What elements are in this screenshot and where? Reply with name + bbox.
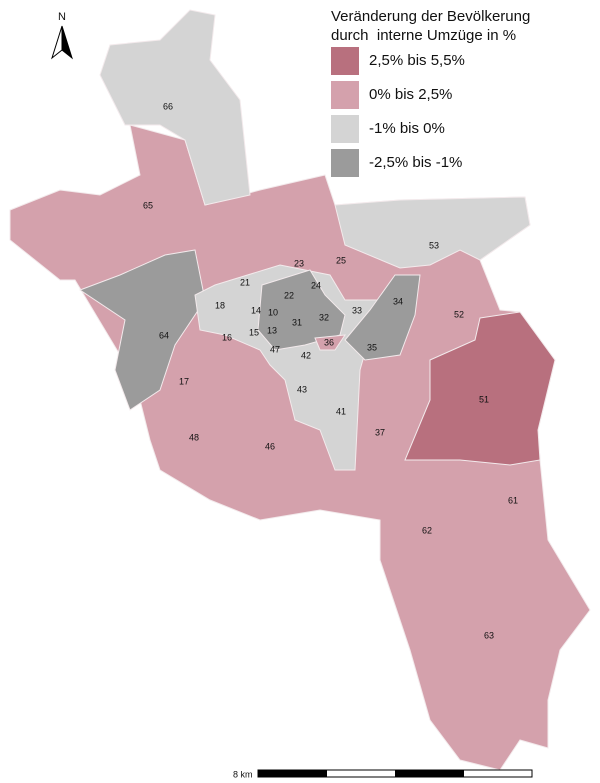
legend-label: 0% bis 2,5%	[369, 86, 452, 103]
legend-swatch	[331, 47, 359, 75]
legend-swatch	[331, 149, 359, 177]
district-label: 35	[367, 342, 377, 352]
legend-label: -2,5% bis -1%	[369, 154, 462, 171]
district-label: 66	[163, 101, 173, 111]
scale-label: 8 km	[233, 769, 253, 779]
district-label: 43	[297, 384, 307, 394]
region	[99, 9, 251, 206]
district-label: 37	[375, 427, 385, 437]
district-label: 34	[393, 296, 403, 306]
scale-segment	[395, 770, 464, 777]
district-label: 22	[284, 290, 294, 300]
district-label: 36	[324, 337, 334, 347]
district-label: 64	[159, 330, 169, 340]
district-label: 23	[294, 258, 304, 268]
district-label: 31	[292, 317, 302, 327]
legend-label: -1% bis 0%	[369, 120, 445, 137]
district-labels: 66 65 53 23 25 21 22 24 34 18 14 10 33 52 32 31 15 13 64 16…	[143, 101, 518, 640]
district-label: 25	[336, 255, 346, 265]
district-label: 65	[143, 200, 153, 210]
legend: 2,5% bis 5,5% 0% bis 2,5% -1% bis 0% -2,5% …	[331, 47, 465, 177]
legend-label: 2,5% bis 5,5%	[369, 52, 465, 69]
district-label: 24	[311, 280, 321, 290]
legend-swatch	[331, 115, 359, 143]
district-label: 32	[319, 312, 329, 322]
map-shapes	[9, 9, 591, 771]
region	[334, 196, 531, 269]
region	[344, 274, 421, 361]
scale-bar: 8 km	[233, 769, 533, 779]
district-label: 52	[454, 309, 464, 319]
district-label: 63	[484, 630, 494, 640]
district-label: 62	[422, 525, 432, 535]
district-label: 16	[222, 332, 232, 342]
district-label: 53	[429, 240, 439, 250]
legend-title: durch interne Umzüge in %	[331, 27, 516, 44]
district-label: 17	[179, 376, 189, 386]
arrow-half	[51, 25, 63, 60]
district-label: 46	[265, 441, 275, 451]
district-label: 13	[267, 325, 277, 335]
scale-segment	[258, 770, 327, 777]
region	[78, 249, 206, 411]
region	[314, 334, 347, 351]
district-label: 33	[352, 305, 362, 315]
district-label: 42	[301, 350, 311, 360]
arrow-half	[61, 25, 73, 60]
north-arrow: N	[51, 11, 73, 60]
district-label: 21	[240, 277, 250, 287]
district-label: 14	[251, 305, 261, 315]
district-label: 41	[336, 406, 346, 416]
district-label: 47	[270, 344, 280, 354]
district-label: 15	[249, 327, 259, 337]
legend-title: Veränderung der Bevölkerung	[331, 8, 530, 25]
district-label: 61	[508, 495, 518, 505]
district-label: 51	[479, 394, 489, 404]
district-label: 48	[189, 432, 199, 442]
legend-swatch	[331, 81, 359, 109]
district-label: 10	[268, 307, 278, 317]
district-label: 18	[215, 300, 225, 310]
north-label: N	[58, 11, 66, 23]
region	[404, 311, 556, 466]
